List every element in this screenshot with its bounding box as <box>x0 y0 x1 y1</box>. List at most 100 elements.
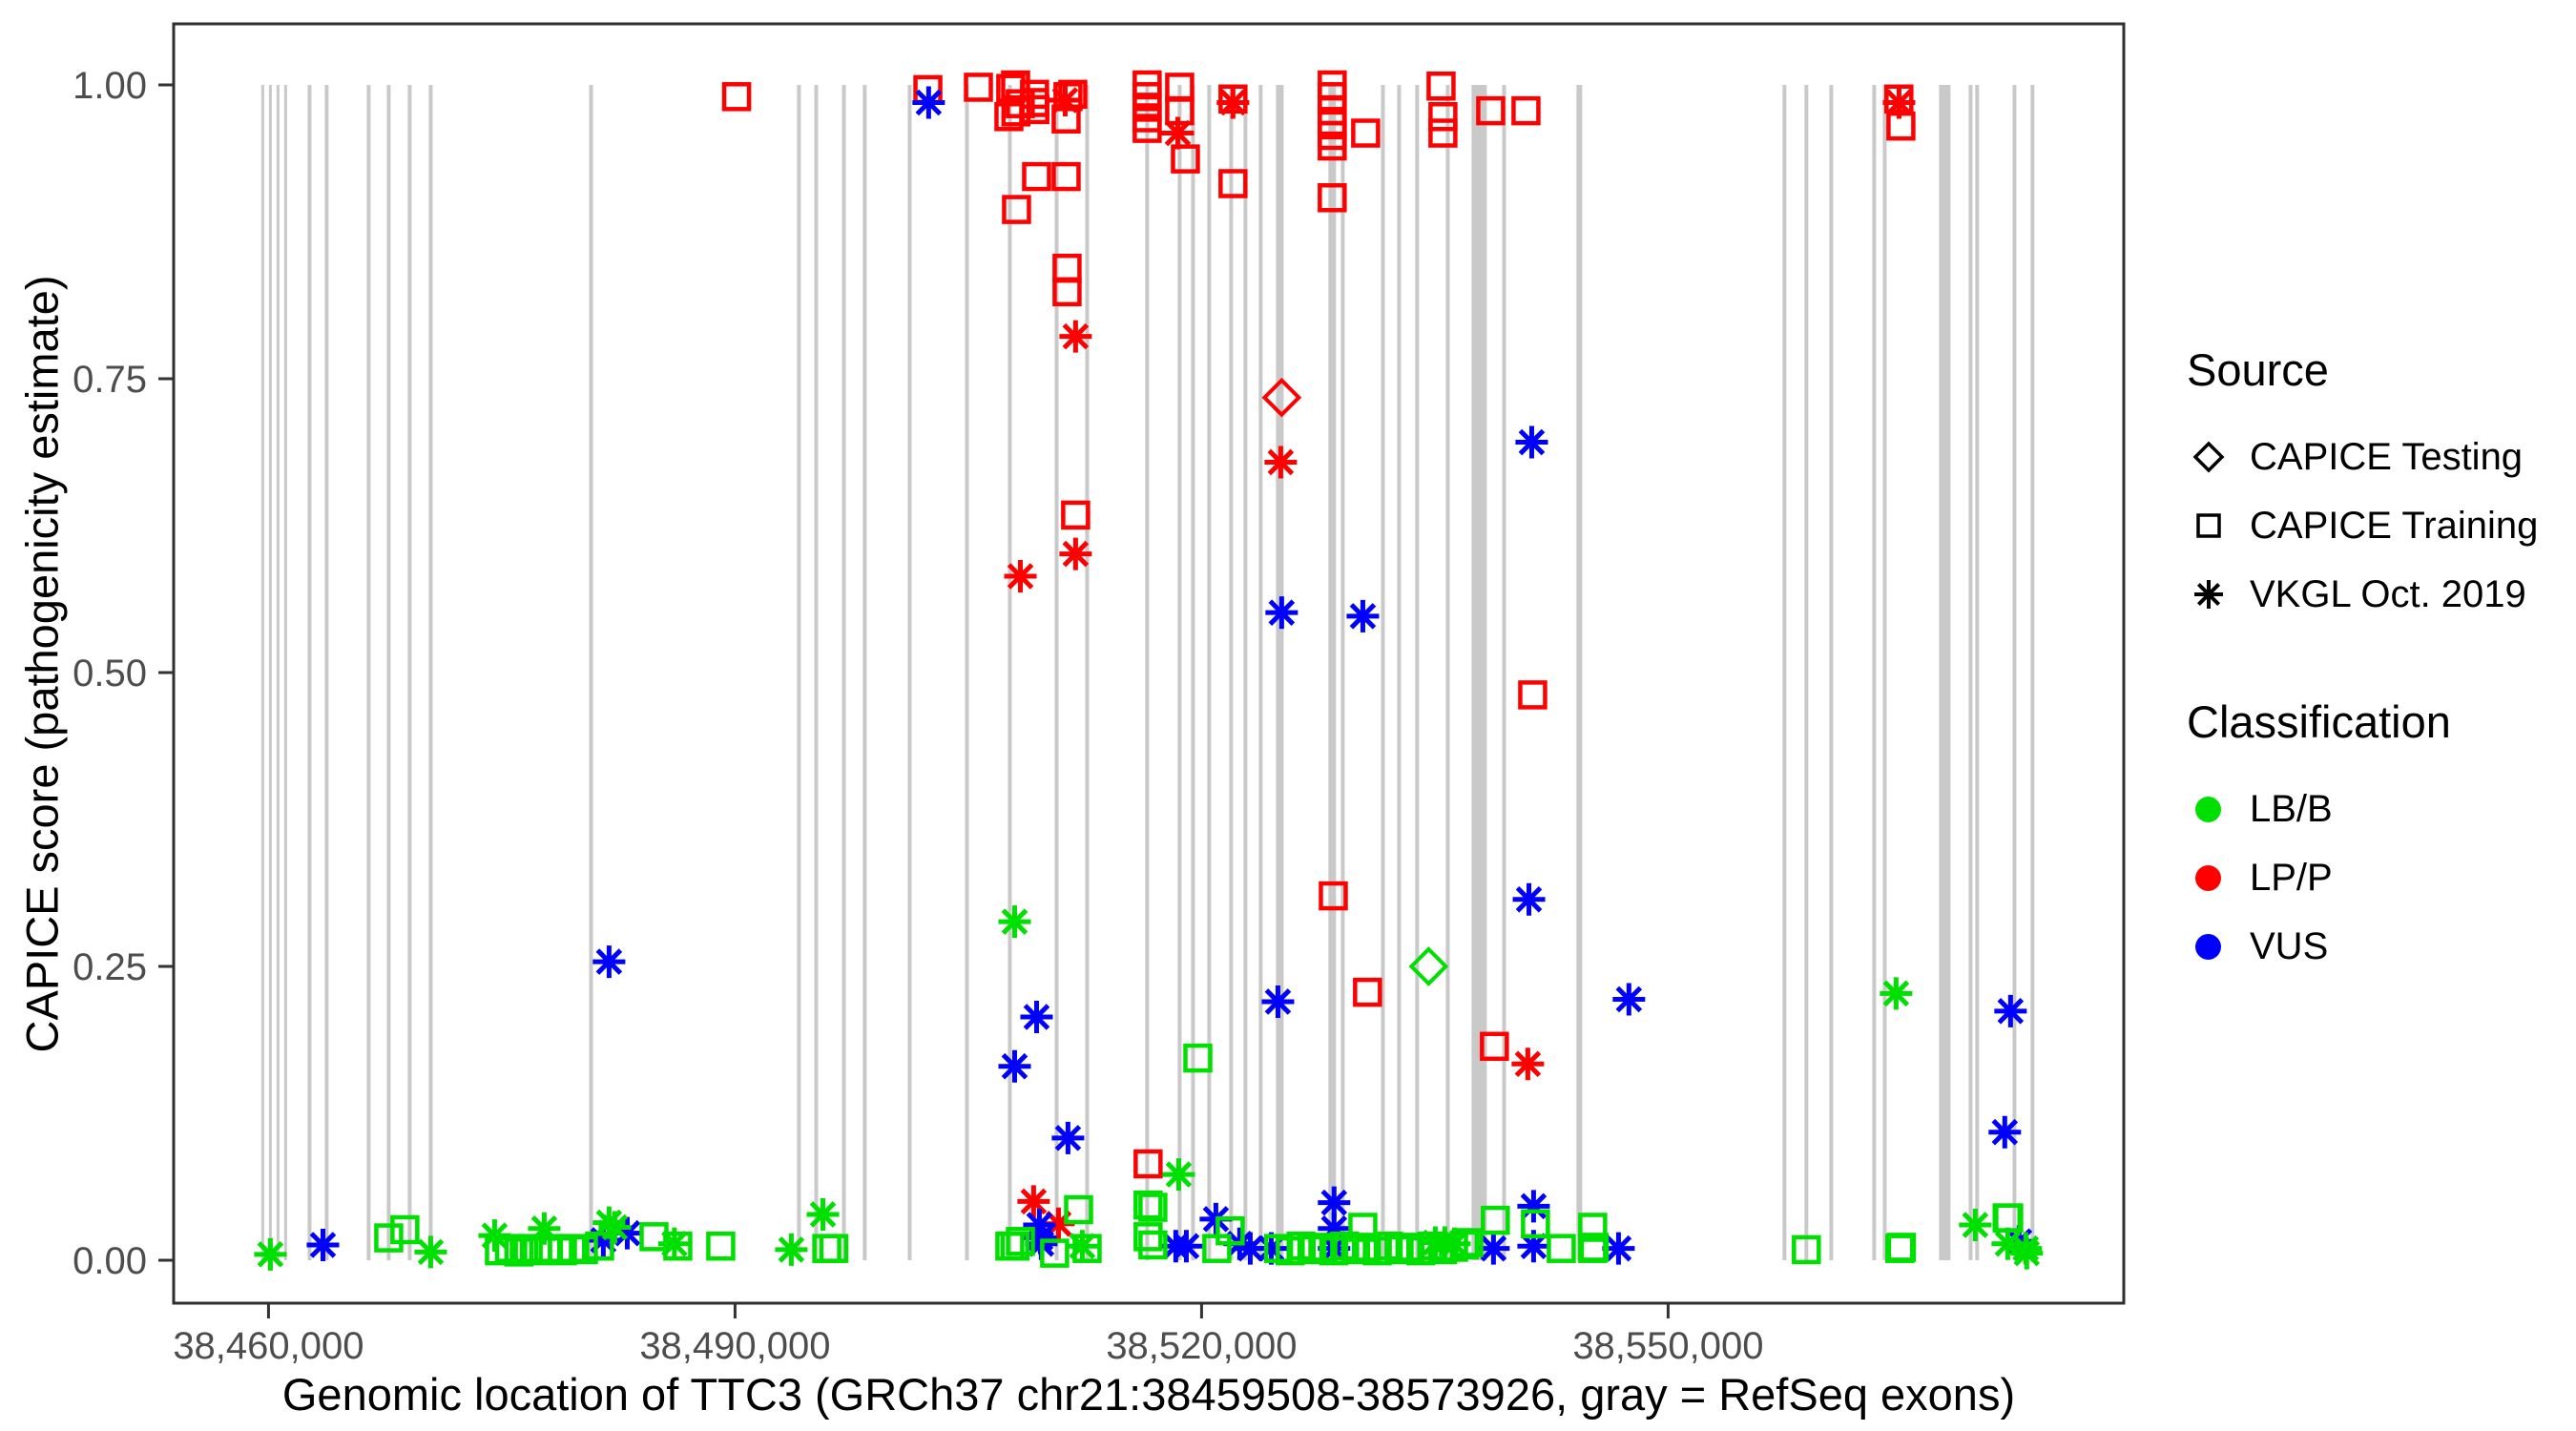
data-point-square <box>1006 1227 1035 1256</box>
data-point-square <box>1318 131 1347 161</box>
exon-bar <box>1975 85 1980 1260</box>
square-icon <box>2196 513 2221 538</box>
data-point-square <box>1001 97 1031 127</box>
vus-color-dot-icon <box>2195 933 2221 960</box>
exon-bar <box>1872 85 1877 1260</box>
exon-bar <box>1177 85 1182 1260</box>
data-point-asterisk <box>998 1049 1031 1083</box>
data-point-asterisk <box>414 1235 447 1269</box>
data-point-asterisk <box>1051 1121 1085 1154</box>
data-point-square <box>1547 1234 1576 1263</box>
data-point-asterisk <box>998 905 1031 939</box>
data-point-square <box>374 1223 404 1253</box>
data-point-asterisk <box>592 945 626 979</box>
data-point-asterisk <box>1170 1230 1203 1263</box>
data-point-asterisk <box>1066 1230 1099 1263</box>
exon-bar <box>1502 85 1506 1260</box>
data-point-asterisk <box>1880 977 1913 1010</box>
data-point-asterisk <box>254 1237 287 1271</box>
data-point-asterisk <box>1994 994 2027 1027</box>
data-point-asterisk <box>1511 1047 1545 1081</box>
data-point-asterisk <box>1049 84 1082 117</box>
data-point-diamond <box>1408 946 1449 986</box>
exon-bar <box>366 85 371 1260</box>
data-point-asterisk <box>1515 425 1548 459</box>
exon-bar <box>841 85 846 1260</box>
data-point-asterisk <box>1882 86 1916 119</box>
data-point-asterisk <box>1318 1212 1351 1245</box>
data-point-square <box>1886 1233 1917 1262</box>
y-tick-label: 0.50 <box>73 653 147 695</box>
legend-source-title: Source <box>2187 344 2329 395</box>
data-point-asterisk <box>1346 599 1380 633</box>
data-point-square <box>485 1235 514 1266</box>
data-point-square <box>1318 183 1347 213</box>
data-point-square <box>721 82 752 112</box>
data-point-square <box>1183 1043 1213 1073</box>
data-point-square <box>585 1231 614 1261</box>
data-point-square <box>1351 118 1381 148</box>
exon-bar <box>1445 85 1450 1260</box>
data-point-square <box>1020 94 1049 125</box>
exon-bar <box>1829 85 1834 1260</box>
data-point-square <box>663 1231 693 1261</box>
y-tick-label: 0.75 <box>73 359 147 401</box>
data-point-square <box>1040 1238 1070 1268</box>
exon-bar <box>1191 85 1195 1260</box>
x-tick-label: 38,460,000 <box>173 1325 364 1367</box>
legend-item-vus: VUS <box>2187 912 2538 981</box>
exon-bar <box>324 85 329 1260</box>
data-point-asterisk <box>1161 116 1195 150</box>
exon-bar <box>1939 85 1951 1260</box>
data-point-asterisk <box>1265 596 1298 630</box>
axis-layer: 38,460,000 38,490,000 38,520,000 38,550,000… <box>73 65 1763 1367</box>
exon-bar <box>589 85 593 1260</box>
data-point-square <box>1518 680 1548 710</box>
data-point-asterisk <box>1020 1000 1053 1033</box>
data-point-square <box>1994 1203 2024 1233</box>
data-point-square <box>1133 1149 1163 1179</box>
data-point-asterisk <box>1602 1232 1635 1265</box>
data-point-square <box>504 1237 534 1267</box>
data-point-asterisk <box>306 1228 340 1261</box>
exon-bar <box>1008 85 1012 1260</box>
data-point-square <box>548 1235 577 1266</box>
data-point-asterisk <box>1959 1209 1992 1242</box>
exon-bar <box>2012 85 2017 1260</box>
exon-bar <box>283 85 287 1260</box>
exon-bar <box>1804 85 1809 1260</box>
data-point-square <box>1171 144 1200 174</box>
legend-item-capice-training: CAPICE Training <box>2187 491 2538 560</box>
exon-bar <box>1340 85 1345 1260</box>
data-point-square <box>1022 161 1051 192</box>
exon-bar <box>2030 85 2035 1260</box>
data-point-asterisk <box>2010 1236 2044 1270</box>
data-point-square <box>1426 71 1456 101</box>
data-point-square <box>1138 1230 1168 1260</box>
lbb-color-dot-icon <box>2195 796 2221 822</box>
data-point-square <box>1133 1222 1163 1252</box>
exon-bar <box>268 85 272 1260</box>
data-point-asterisk <box>1234 1232 1267 1265</box>
data-point-asterisk <box>1017 1185 1050 1218</box>
x-tick-label: 38,490,000 <box>639 1325 830 1367</box>
exon-bar <box>1276 85 1284 1260</box>
exon-bar <box>1328 85 1337 1260</box>
exon-bar <box>1471 85 1487 1260</box>
data-point-asterisk <box>611 1216 644 1250</box>
data-point-square <box>706 1231 736 1261</box>
exon-bar <box>1054 85 1059 1260</box>
data-point-square <box>1885 1234 1915 1263</box>
exon-bar <box>1882 85 1887 1260</box>
data-point-square <box>1353 977 1382 1007</box>
data-point-square <box>1001 70 1030 100</box>
data-point-square <box>964 73 993 102</box>
legend-item-capice-testing: CAPICE Testing <box>2187 423 2538 491</box>
data-point-square <box>569 1234 598 1265</box>
exon-bar <box>276 85 280 1260</box>
data-point-asterisk <box>1042 1207 1075 1240</box>
data-point-square <box>1579 1233 1610 1262</box>
exon-bar <box>1397 85 1402 1260</box>
data-point-square <box>1449 1230 1480 1260</box>
